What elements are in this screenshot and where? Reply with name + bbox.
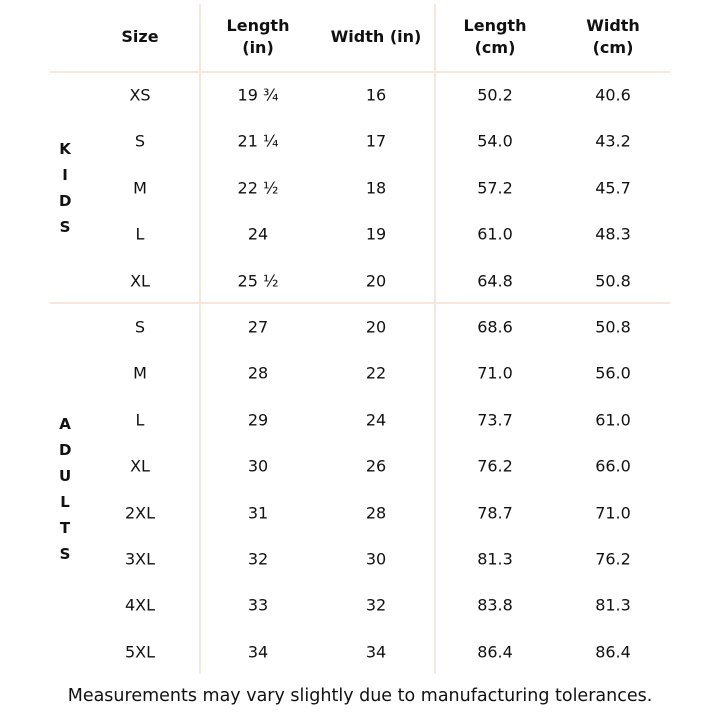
measure-cell: 32 <box>247 549 269 569</box>
measure-cell: 34 <box>247 642 269 662</box>
measure-cell: 19 ¾ <box>237 85 279 105</box>
measure-cell: 26 <box>365 456 387 476</box>
measure-cell: 78.7 <box>477 503 513 523</box>
size-cell: L <box>135 224 145 244</box>
measure-cell: 81.3 <box>595 595 631 615</box>
divider <box>434 4 436 674</box>
size-cell: 2XL <box>124 503 156 523</box>
measure-cell: 45.7 <box>595 178 631 198</box>
size-cell: 4XL <box>124 595 156 615</box>
measure-cell: 17 <box>365 131 387 151</box>
column-header: Width (in) <box>330 27 422 46</box>
measure-cell: 21 ¼ <box>237 131 279 151</box>
measure-cell: 71.0 <box>595 503 631 523</box>
measure-cell: 68.6 <box>477 317 513 337</box>
measure-cell: 29 <box>247 410 269 430</box>
measure-cell: 43.2 <box>595 131 631 151</box>
measure-cell: 28 <box>247 363 269 383</box>
measure-cell: 24 <box>365 410 387 430</box>
measure-cell: 20 <box>365 317 387 337</box>
measure-cell: 86.4 <box>595 642 631 662</box>
column-header: Width (cm) <box>586 16 640 57</box>
size-cell: L <box>135 410 145 430</box>
size-cell: XL <box>130 271 150 291</box>
column-header: Length (cm) <box>463 16 527 57</box>
measure-cell: 18 <box>365 178 387 198</box>
measure-cell: 48.3 <box>595 224 631 244</box>
measure-cell: 28 <box>365 503 387 523</box>
column-header: Size <box>121 27 159 46</box>
measure-cell: 66.0 <box>595 456 631 476</box>
measure-cell: 31 <box>247 503 269 523</box>
measure-cell: 40.6 <box>595 85 631 105</box>
measure-cell: 73.7 <box>477 410 513 430</box>
size-cell: 3XL <box>124 549 156 569</box>
column-header: Length (in) <box>226 16 290 57</box>
measure-cell: 76.2 <box>595 549 631 569</box>
measure-cell: 20 <box>365 271 387 291</box>
measure-cell: 16 <box>365 85 387 105</box>
size-cell: XS <box>129 85 151 105</box>
group-label: KIDS <box>59 139 72 236</box>
size-cell: M <box>133 363 147 383</box>
size-cell: 5XL <box>124 642 156 662</box>
measure-cell: 57.2 <box>477 178 513 198</box>
measure-cell: 64.8 <box>477 271 513 291</box>
measure-cell: 81.3 <box>477 549 513 569</box>
measure-cell: 27 <box>247 317 269 337</box>
measure-cell: 33 <box>247 595 269 615</box>
measure-cell: 34 <box>365 642 387 662</box>
measure-cell: 56.0 <box>595 363 631 383</box>
measure-cell: 71.0 <box>477 363 513 383</box>
divider <box>199 4 201 674</box>
measure-cell: 76.2 <box>477 456 513 476</box>
measure-cell: 32 <box>365 595 387 615</box>
measure-cell: 86.4 <box>477 642 513 662</box>
size-cell: S <box>134 131 146 151</box>
measure-cell: 61.0 <box>595 410 631 430</box>
measure-cell: 50.8 <box>595 271 631 291</box>
divider <box>50 302 670 304</box>
measure-cell: 22 ½ <box>237 178 279 198</box>
measure-cell: 50.2 <box>477 85 513 105</box>
measure-cell: 25 ½ <box>237 271 279 291</box>
size-cell: M <box>133 178 147 198</box>
size-cell: XL <box>130 456 150 476</box>
divider <box>50 71 670 73</box>
measure-cell: 83.8 <box>477 595 513 615</box>
measure-cell: 30 <box>247 456 269 476</box>
measure-cell: 61.0 <box>477 224 513 244</box>
group-label: ADULTS <box>59 415 72 564</box>
measure-cell: 19 <box>365 224 387 244</box>
measure-cell: 24 <box>247 224 269 244</box>
measure-cell: 30 <box>365 549 387 569</box>
measure-cell: 54.0 <box>477 131 513 151</box>
measure-cell: 22 <box>365 363 387 383</box>
measure-cell: 50.8 <box>595 317 631 337</box>
size-cell: S <box>134 317 146 337</box>
note: Measurements may vary slightly due to ma… <box>67 686 653 706</box>
